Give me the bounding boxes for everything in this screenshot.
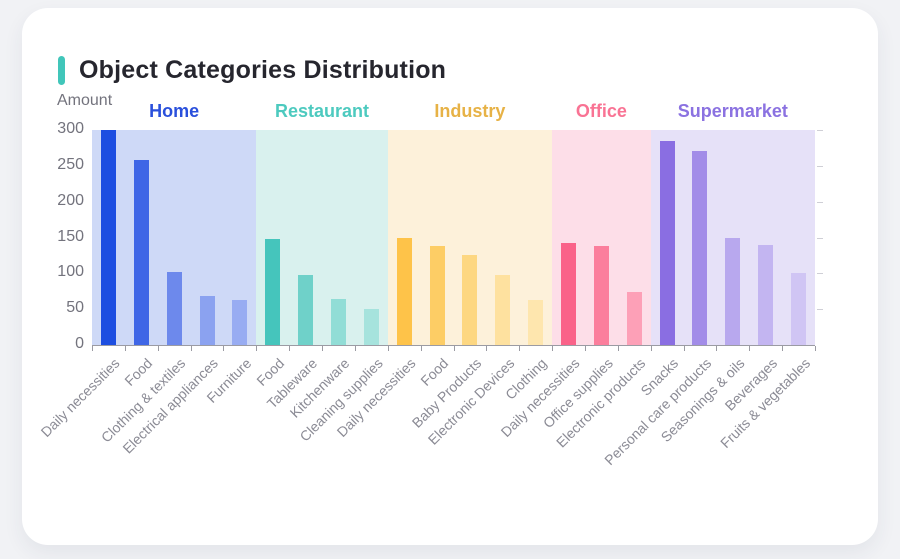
bar-office-2[interactable]: [626, 291, 642, 345]
plot-area: Home Restaurant Industry Office Supermarket: [92, 101, 815, 346]
y-axis-right-tick: [817, 237, 823, 239]
x-axis-tick: [190, 346, 192, 351]
y-axis-right-tick: [817, 130, 823, 131]
group-band-industry: Industry: [387, 101, 553, 345]
x-axis-tick: [322, 346, 324, 351]
x-axis-tick: [584, 346, 586, 351]
y-tick-label: 300: [57, 120, 84, 137]
bar-office-0[interactable]: [561, 243, 576, 345]
x-axis-tick: [354, 346, 356, 351]
x-axis-tick: [157, 346, 159, 351]
y-tick-label: 100: [57, 263, 84, 281]
group-band-home: Home: [92, 101, 257, 345]
bar-supermarket-3[interactable]: [758, 244, 774, 345]
x-axis-tick: [716, 346, 718, 351]
bar-restaurant-1[interactable]: [298, 275, 314, 345]
group-header-restaurant: Restaurant: [275, 101, 370, 121]
x-axis-tick: [256, 346, 258, 351]
x-axis-tick: [519, 346, 521, 351]
y-tick-label: 0: [75, 335, 84, 352]
chart-card: Object Categories Distribution Amount Ho…: [22, 8, 878, 545]
group-header-office: Office: [575, 101, 627, 121]
bar-supermarket-2[interactable]: [725, 238, 741, 345]
chart-title: Object Categories Distribution: [79, 56, 447, 84]
x-axis-tick: [683, 346, 685, 351]
bar-industry-0[interactable]: [396, 237, 412, 345]
x-axis-tick: [387, 346, 389, 351]
bar-restaurant-3[interactable]: [363, 309, 379, 345]
group-band-supermarket: Supermarket: [650, 101, 815, 345]
x-axis-tick: [617, 346, 619, 351]
x-axis-tick: [782, 346, 784, 351]
y-axis-right-tick: [817, 273, 823, 275]
bar-industry-3[interactable]: [495, 274, 511, 345]
bar-industry-2[interactable]: [462, 254, 478, 345]
y-tick-label: 150: [57, 227, 84, 245]
x-axis-tick: [749, 346, 751, 351]
x-axis-tick: [124, 346, 126, 351]
group-header-industry: Industry: [434, 101, 506, 121]
y-tick-label: 250: [57, 155, 84, 173]
bar-supermarket-1[interactable]: [692, 150, 708, 345]
x-axis-tick: [92, 346, 93, 351]
x-axis-tick: [420, 346, 422, 351]
y-axis-right-tick: [817, 309, 823, 311]
bar-home-4[interactable]: [232, 299, 248, 345]
bar-supermarket-0[interactable]: [659, 140, 675, 345]
title-accent-bar: [58, 56, 65, 85]
bar-restaurant-0[interactable]: [265, 238, 281, 345]
group-band-restaurant: Restaurant: [256, 101, 388, 345]
bar-restaurant-2[interactable]: [330, 299, 346, 345]
group-band-office: Office: [552, 101, 651, 345]
bar-home-3[interactable]: [199, 296, 215, 345]
x-axis-tick: [289, 346, 291, 351]
y-axis-title: Amount: [57, 92, 113, 109]
x-axis-tick: [815, 346, 816, 351]
bar-home-0[interactable]: [100, 130, 116, 345]
bar-home-2[interactable]: [166, 271, 182, 345]
bar-home-1[interactable]: [133, 160, 149, 345]
x-axis-tick: [486, 346, 488, 351]
y-axis-right-tick: [817, 165, 823, 167]
x-axis-tick: [552, 346, 554, 351]
bar-industry-4[interactable]: [528, 299, 544, 345]
x-axis-tick: [223, 346, 225, 351]
x-axis-tick: [453, 346, 455, 351]
y-axis-right-tick: [817, 201, 823, 203]
bar-office-1[interactable]: [593, 246, 609, 345]
group-header-supermarket: Supermarket: [677, 101, 788, 121]
x-axis-tick: [650, 346, 652, 351]
y-tick-label: 50: [66, 299, 84, 317]
chart-header: Object Categories Distribution: [58, 56, 446, 85]
group-header-home: Home: [149, 101, 200, 121]
bar-supermarket-4[interactable]: [791, 273, 807, 345]
y-tick-label: 200: [57, 191, 84, 209]
bar-industry-1[interactable]: [429, 246, 445, 345]
